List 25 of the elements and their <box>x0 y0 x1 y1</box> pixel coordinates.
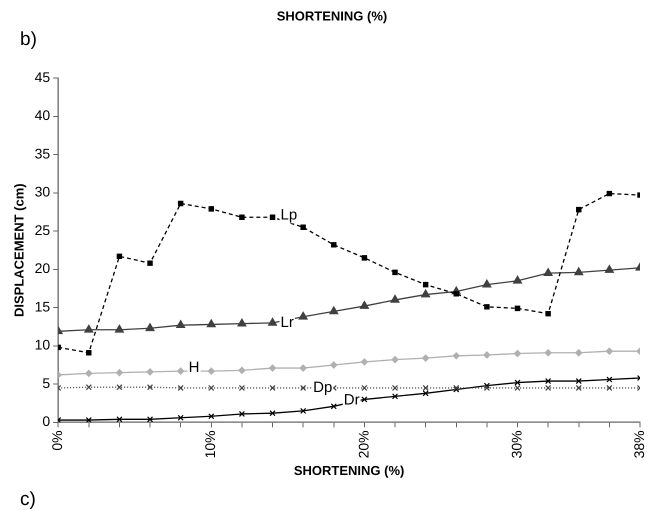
y-axis-title: DISPLACEMENT (cm) <box>11 183 26 317</box>
x-tick-label: 10% <box>202 430 218 458</box>
y-tick-label: 20 <box>34 260 50 276</box>
y-tick-label: 15 <box>34 298 50 314</box>
series-label: Lr <box>280 314 294 332</box>
series-label: Dp <box>313 379 332 396</box>
x-tick-label: 30% <box>508 430 524 458</box>
y-tick-label: 5 <box>42 374 50 391</box>
y-tick-label: 40 <box>34 107 50 124</box>
y-tick-label: 0 <box>42 413 50 430</box>
x-tick-label: 20% <box>355 430 372 458</box>
series-label: Dr <box>344 391 360 408</box>
series-label: H <box>188 359 200 376</box>
x-tick-label: 38% <box>630 430 647 458</box>
text: c) <box>20 489 36 510</box>
x-axis-title: SHORTENING (%) <box>294 462 404 478</box>
y-tick-label: 30 <box>34 184 50 200</box>
text: SHORTENING (%) <box>276 8 388 24</box>
x-tick-label: 0% <box>49 430 66 451</box>
y-tick-label: 45 <box>34 68 50 85</box>
text: b) <box>20 29 37 50</box>
series-label: Lp <box>280 206 298 224</box>
y-tick-label: 25 <box>34 222 50 238</box>
y-tick-label: 10 <box>34 336 50 353</box>
y-tick-label: 35 <box>34 145 50 162</box>
